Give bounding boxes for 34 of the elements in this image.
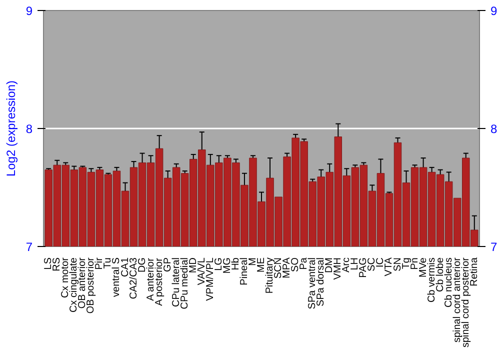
x-tick-label: A anterior (145, 257, 156, 301)
x-tick-label: GP (162, 257, 174, 272)
x-tick-label: Retina (468, 257, 480, 286)
x-tick-label: MVe (418, 257, 429, 278)
x-tick-label: M (247, 257, 258, 266)
x-tick-label: CA2/CA3 (128, 257, 140, 300)
y-tick-label: 7 (26, 240, 33, 254)
x-tick-label: Pn (409, 257, 420, 270)
y-tick-label: 9 (26, 4, 33, 18)
y2-tick-label: 8 (490, 122, 498, 136)
x-tick-label: Pineal (238, 257, 250, 286)
x-tick-label: CPu medial (179, 257, 190, 310)
x-tick-label: spinal cord posterior (460, 256, 472, 348)
x-tick-label: Hb (230, 257, 242, 270)
y-axis-title: Log2 (expression) (4, 80, 18, 177)
x-tick-label: SN (392, 257, 404, 272)
x-tick-label: ventral S (111, 257, 122, 297)
x-tick-label: Tg (400, 258, 412, 270)
y2-tick-label: 7 (490, 240, 498, 254)
x-tick-label: Pituitary (264, 258, 276, 294)
x-tick-label: LG (213, 257, 224, 271)
x-tick-label: Cb nucleus (443, 258, 454, 308)
x-tick-label: Cb lobe (434, 257, 446, 292)
x-tick-label: DG (136, 257, 148, 272)
x-tick-label: OB posterior (86, 256, 97, 314)
x-tick-label: spinal cord anterior (452, 256, 463, 343)
x-tick-label: VTA (384, 257, 395, 276)
x-tick-label: A posterior (154, 257, 165, 306)
x-tick-label: ME (256, 257, 267, 272)
x-tick-label: RS (52, 257, 63, 272)
y-tick-label: 8 (26, 122, 33, 136)
x-tick-label: CA1 (120, 257, 131, 277)
y2-tick-label: 9 (490, 4, 498, 18)
x-tick-label: VPM/VPL (204, 257, 216, 301)
